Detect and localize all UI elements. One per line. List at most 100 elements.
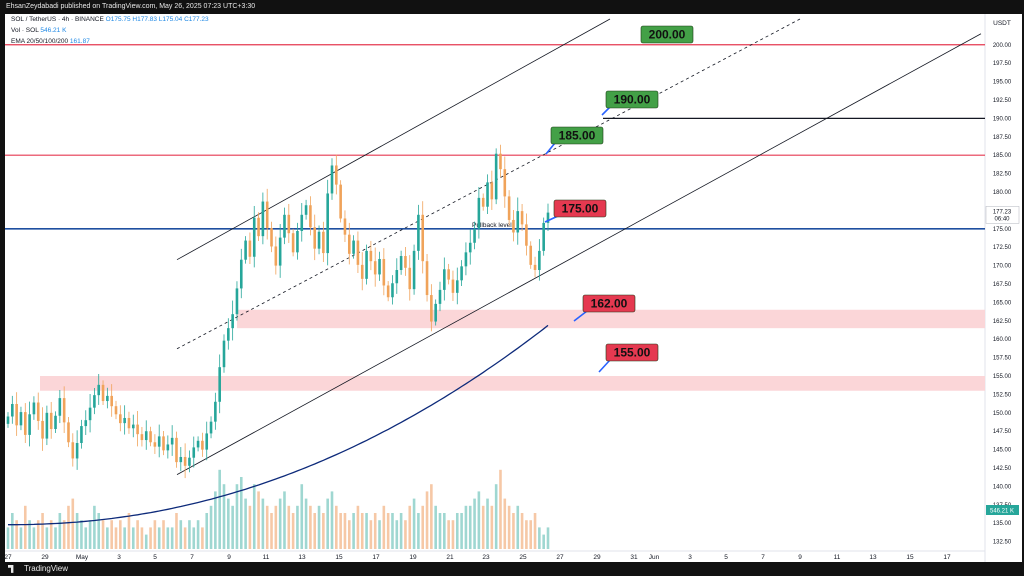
- volume-bar: [106, 527, 109, 549]
- volume-bar: [136, 520, 139, 549]
- price-tick-label: 142.50: [993, 466, 1012, 472]
- price-tick-label: 155.00: [993, 374, 1012, 380]
- candle-body: [399, 256, 403, 271]
- price-tick-label: 180.00: [993, 190, 1012, 196]
- volume-bar: [464, 505, 468, 549]
- volume-bar: [443, 513, 446, 549]
- volume-bar: [188, 520, 191, 549]
- time-tick-label: 5: [724, 554, 728, 561]
- volume-bar: [529, 520, 533, 549]
- time-tick-label: 31: [630, 554, 638, 561]
- time-tick-label: 5: [153, 554, 157, 561]
- candle-body: [58, 398, 62, 416]
- tradingview-logo-icon: [8, 564, 14, 573]
- candle-body: [41, 420, 44, 439]
- price-tick-label: 195.00: [993, 80, 1012, 86]
- last-price-badge: [985, 206, 1020, 224]
- volume-bar: [468, 505, 472, 549]
- candle-body: [218, 367, 221, 402]
- volume-bar: [339, 513, 342, 549]
- volume-bar: [404, 520, 407, 549]
- volume-bar: [88, 520, 92, 549]
- volume-bar: [421, 505, 425, 549]
- volume-bar: [347, 520, 351, 549]
- volume-last-value: 546.21 K: [990, 509, 1014, 515]
- candle-body: [365, 250, 368, 279]
- candle-body: [373, 261, 377, 275]
- candle-body: [464, 252, 468, 267]
- volume-bar: [481, 505, 485, 549]
- volume-bar: [67, 505, 70, 549]
- volume-bar: [490, 505, 494, 549]
- candle-body: [84, 420, 88, 427]
- price-tick-label: 185.00: [993, 153, 1012, 159]
- target-label-box: [605, 343, 659, 362]
- candle-body: [404, 256, 407, 268]
- volume-bar: [378, 520, 381, 549]
- price-axis: [985, 14, 1022, 562]
- volume-bar: [11, 513, 14, 549]
- candle-body: [36, 402, 40, 421]
- volume-bar: [503, 498, 507, 549]
- volume-bar: [235, 484, 239, 549]
- candle-body: [62, 398, 66, 423]
- legend-ema-value: 161.87: [69, 38, 90, 45]
- candle-body: [330, 165, 334, 194]
- candle-body: [196, 440, 200, 448]
- candle-body: [538, 250, 541, 271]
- volume-bar: [222, 484, 226, 549]
- volume-bar: [287, 505, 291, 549]
- candle-body: [201, 440, 204, 450]
- candle-body: [270, 228, 273, 247]
- time-tick-label: 29: [41, 554, 49, 561]
- price-tick-label: 147.50: [993, 429, 1012, 435]
- target-label-155.00: 155.00: [614, 346, 651, 360]
- candle-body: [494, 153, 498, 200]
- candle-body: [257, 217, 260, 237]
- candle-body: [23, 412, 27, 435]
- volume-bar: [473, 498, 476, 549]
- volume-bar: [512, 513, 515, 549]
- candle-body: [512, 219, 515, 233]
- volume-bar: [54, 527, 57, 549]
- volume-bar: [477, 491, 481, 549]
- time-tick-label: 11: [834, 554, 841, 561]
- volume-bar: [192, 527, 196, 549]
- candle-body: [166, 444, 170, 451]
- candle-body: [278, 237, 282, 266]
- candle-body: [542, 222, 545, 251]
- price-tick-label: 160.00: [993, 337, 1012, 343]
- candle-body: [170, 437, 174, 445]
- candle-body: [144, 431, 148, 441]
- time-tick-label: 3: [117, 554, 121, 561]
- candle-body: [447, 269, 450, 280]
- price-tick-label: 190.00: [993, 116, 1012, 122]
- volume-bar: [356, 505, 360, 549]
- price-tick-label: 150.00: [993, 411, 1012, 417]
- price-tick-label: 140.00: [993, 484, 1012, 490]
- volume-bar: [352, 513, 355, 549]
- candle-body: [296, 231, 299, 253]
- volume-bar: [201, 527, 204, 549]
- time-tick-label: 17: [943, 554, 951, 561]
- price-tick-label: 132.50: [993, 540, 1012, 546]
- candle-body: [162, 436, 165, 451]
- price-tick-label: 152.50: [993, 392, 1012, 398]
- candle-body: [395, 270, 399, 284]
- chart-area[interactable]: Pullback level 200.00 190.00 185.00 175.00 16…: [4, 14, 1022, 562]
- volume-bar: [19, 527, 23, 549]
- volume-bar: [23, 505, 27, 549]
- volume-bar: [45, 527, 49, 549]
- volume-bar: [451, 520, 455, 549]
- volume-bar: [300, 484, 304, 549]
- candle-body: [490, 182, 494, 200]
- time-tick-label: 9: [227, 554, 231, 561]
- volume-bar: [252, 484, 256, 549]
- volume-bar: [110, 520, 113, 549]
- time-tick-label: 7: [761, 554, 765, 561]
- price-chart[interactable]: Pullback level 200.00 190.00 185.00 175.00 16…: [4, 14, 1022, 562]
- candle-body: [110, 395, 113, 407]
- last-price-countdown: 06:40: [994, 216, 1010, 222]
- volume-bar: [330, 491, 334, 549]
- candle-body: [378, 258, 381, 275]
